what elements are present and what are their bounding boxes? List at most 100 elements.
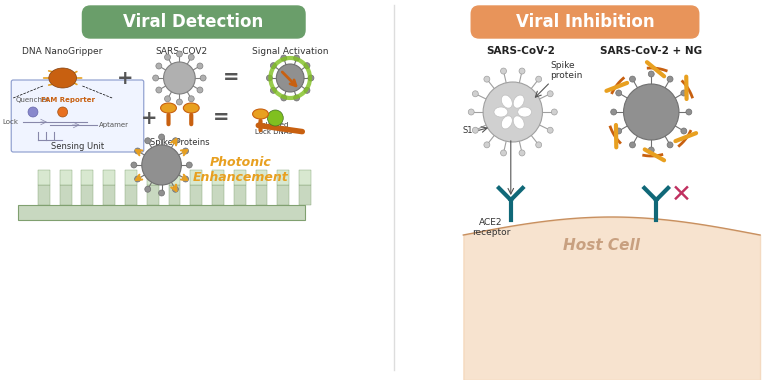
Ellipse shape <box>513 95 525 108</box>
Text: Viral Detection: Viral Detection <box>123 13 263 31</box>
Circle shape <box>536 76 541 82</box>
Circle shape <box>153 75 159 81</box>
Circle shape <box>472 91 478 97</box>
Text: SARS-COV2: SARS-COV2 <box>155 47 207 56</box>
Circle shape <box>266 75 273 81</box>
Circle shape <box>484 76 490 82</box>
Text: Photonic
Enhancement: Photonic Enhancement <box>193 156 289 184</box>
Text: Released
Lock DNAs: Released Lock DNAs <box>255 122 292 135</box>
Text: Sensing Unit: Sensing Unit <box>51 142 104 151</box>
Circle shape <box>188 54 194 60</box>
Text: Host Cell: Host Cell <box>563 238 641 252</box>
Circle shape <box>624 84 679 140</box>
Circle shape <box>681 128 687 134</box>
Circle shape <box>630 142 635 148</box>
Text: Quencher: Quencher <box>16 97 50 103</box>
Ellipse shape <box>253 109 269 119</box>
Text: Spike
protein: Spike protein <box>551 60 583 80</box>
Text: ACE2
receptor: ACE2 receptor <box>472 218 510 238</box>
Circle shape <box>468 109 474 115</box>
Text: Spike Proteins: Spike Proteins <box>150 138 209 147</box>
Circle shape <box>173 186 178 192</box>
Circle shape <box>611 109 617 115</box>
Circle shape <box>197 63 203 69</box>
Circle shape <box>616 90 621 96</box>
Circle shape <box>304 63 310 69</box>
Circle shape <box>304 87 310 93</box>
Circle shape <box>270 63 276 69</box>
Circle shape <box>164 96 170 102</box>
Circle shape <box>200 75 206 81</box>
Text: S1: S1 <box>462 126 473 135</box>
Text: =: = <box>223 68 239 87</box>
Circle shape <box>648 71 654 77</box>
Circle shape <box>156 87 162 93</box>
Ellipse shape <box>518 107 531 117</box>
Circle shape <box>58 107 68 117</box>
Circle shape <box>164 54 170 60</box>
Circle shape <box>270 87 276 93</box>
Text: Viral Inhibition: Viral Inhibition <box>515 13 654 31</box>
Text: Aptamer: Aptamer <box>99 122 129 128</box>
FancyArrowPatch shape <box>258 125 303 131</box>
Ellipse shape <box>513 116 525 129</box>
Circle shape <box>501 68 506 74</box>
Polygon shape <box>18 205 305 220</box>
Circle shape <box>144 138 151 144</box>
Circle shape <box>177 99 182 105</box>
Circle shape <box>616 128 621 134</box>
Circle shape <box>681 90 687 96</box>
Circle shape <box>281 95 286 101</box>
Text: SARS-CoV-2 + NG: SARS-CoV-2 + NG <box>601 46 702 56</box>
Circle shape <box>308 75 314 81</box>
FancyBboxPatch shape <box>472 6 699 38</box>
Circle shape <box>548 91 553 97</box>
Circle shape <box>134 148 141 154</box>
Circle shape <box>667 142 673 148</box>
Circle shape <box>686 109 692 115</box>
Circle shape <box>536 142 541 148</box>
Circle shape <box>134 176 141 182</box>
Circle shape <box>293 55 300 61</box>
Circle shape <box>164 62 195 94</box>
Circle shape <box>281 55 286 61</box>
Ellipse shape <box>267 110 283 126</box>
Text: ✕: ✕ <box>670 183 691 207</box>
Text: +: + <box>141 109 157 128</box>
Ellipse shape <box>502 95 512 108</box>
Circle shape <box>648 147 654 153</box>
Text: SARS-CoV-2: SARS-CoV-2 <box>486 46 555 56</box>
Circle shape <box>551 109 558 115</box>
Circle shape <box>144 186 151 192</box>
Circle shape <box>131 162 137 168</box>
Circle shape <box>197 87 203 93</box>
Ellipse shape <box>49 68 77 88</box>
Circle shape <box>472 127 478 133</box>
Ellipse shape <box>502 116 512 129</box>
Text: DNA NanoGripper: DNA NanoGripper <box>22 47 103 56</box>
Ellipse shape <box>494 107 508 117</box>
Circle shape <box>28 107 38 117</box>
Circle shape <box>630 76 635 82</box>
Circle shape <box>548 127 553 133</box>
Text: Signal Activation: Signal Activation <box>252 47 329 56</box>
Circle shape <box>501 150 506 156</box>
Text: +: + <box>117 68 133 87</box>
Circle shape <box>484 142 490 148</box>
Text: FAM Reporter: FAM Reporter <box>41 97 94 103</box>
Circle shape <box>159 134 164 140</box>
Ellipse shape <box>161 103 177 113</box>
Circle shape <box>142 145 181 185</box>
Circle shape <box>183 176 188 182</box>
Circle shape <box>483 82 542 142</box>
Circle shape <box>188 96 194 102</box>
Circle shape <box>276 64 304 92</box>
FancyBboxPatch shape <box>82 6 305 38</box>
Circle shape <box>519 150 525 156</box>
Circle shape <box>293 95 300 101</box>
Text: =: = <box>213 109 229 128</box>
Circle shape <box>667 76 673 82</box>
Ellipse shape <box>184 103 199 113</box>
Circle shape <box>173 138 178 144</box>
Circle shape <box>159 190 164 196</box>
